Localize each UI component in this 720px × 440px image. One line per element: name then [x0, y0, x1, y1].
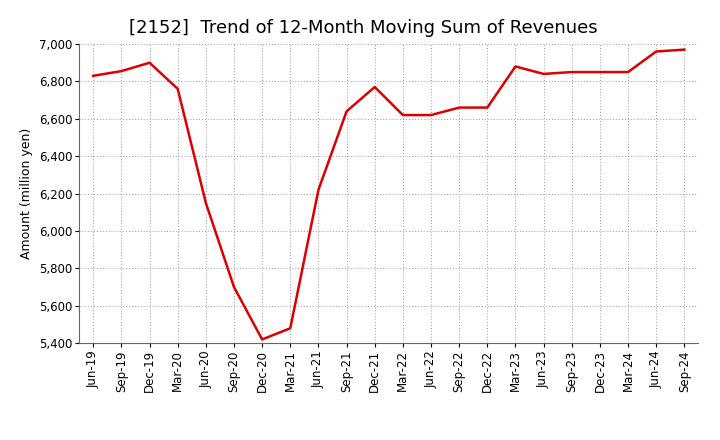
Y-axis label: Amount (million yen): Amount (million yen) [20, 128, 33, 259]
Text: [2152]  Trend of 12-Month Moving Sum of Revenues: [2152] Trend of 12-Month Moving Sum of R… [129, 19, 598, 37]
